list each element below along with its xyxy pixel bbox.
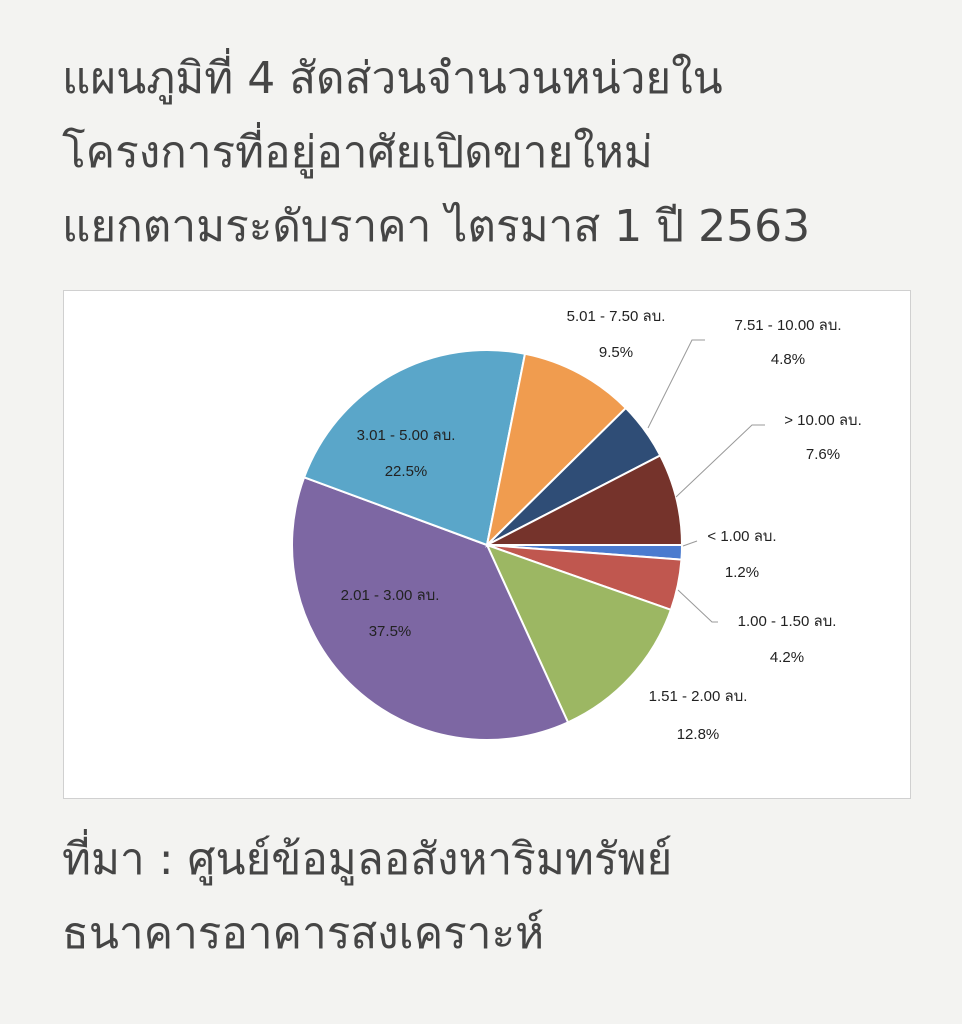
slice-label: 1.51 - 2.00 ลบ. [649, 688, 748, 705]
leader-line [647, 339, 705, 429]
title-line: โครงการที่อยู่อาศัยเปิดขายใหม่ [62, 127, 653, 178]
pie-slice [485, 543, 673, 724]
pie-slice [485, 352, 628, 548]
title-line: แผนภูมิที่ 4 สัดส่วนจำนวนหน่วยใน [62, 53, 723, 104]
slice-value-label: 4.2% [770, 649, 804, 666]
slice-value-label: 9.5% [599, 344, 633, 361]
slice-label: < 1.00 ลบ. [707, 528, 776, 545]
pie-slice [486, 454, 684, 546]
title-line: แยกตามระดับราคา ไตรมาส 1 ปี 2563 [62, 201, 811, 252]
slice-value-label: 4.8% [771, 351, 805, 368]
slice-label: 3.01 - 5.00 ลบ. [357, 427, 456, 444]
pie-slice [302, 349, 527, 547]
source-line: ธนาคารอาคารสงเคราะห์ [62, 908, 545, 959]
slice-value-label: 37.5% [369, 623, 412, 640]
leader-line [675, 424, 765, 498]
slice-value-label: 22.5% [385, 463, 428, 480]
slice-label: 2.01 - 3.00 ลบ. [341, 587, 440, 604]
slice-value-label: 12.8% [677, 726, 720, 743]
leader-line [677, 589, 718, 623]
slice-value-label: 7.6% [806, 446, 840, 463]
pie-slice [291, 475, 570, 741]
source-line: ที่มา : ศูนย์ข้อมูลอสังหาริมทรัพย์ [62, 834, 673, 885]
slice-label: 1.00 - 1.50 ลบ. [738, 613, 837, 630]
slice-label: 5.01 - 7.50 ลบ. [567, 308, 666, 325]
leader-line [682, 540, 698, 547]
slice-label: > 10.00 ลบ. [784, 412, 862, 429]
slice-value-label: 1.2% [725, 564, 759, 581]
slice-label: 7.51 - 10.00 ลบ. [734, 317, 841, 334]
